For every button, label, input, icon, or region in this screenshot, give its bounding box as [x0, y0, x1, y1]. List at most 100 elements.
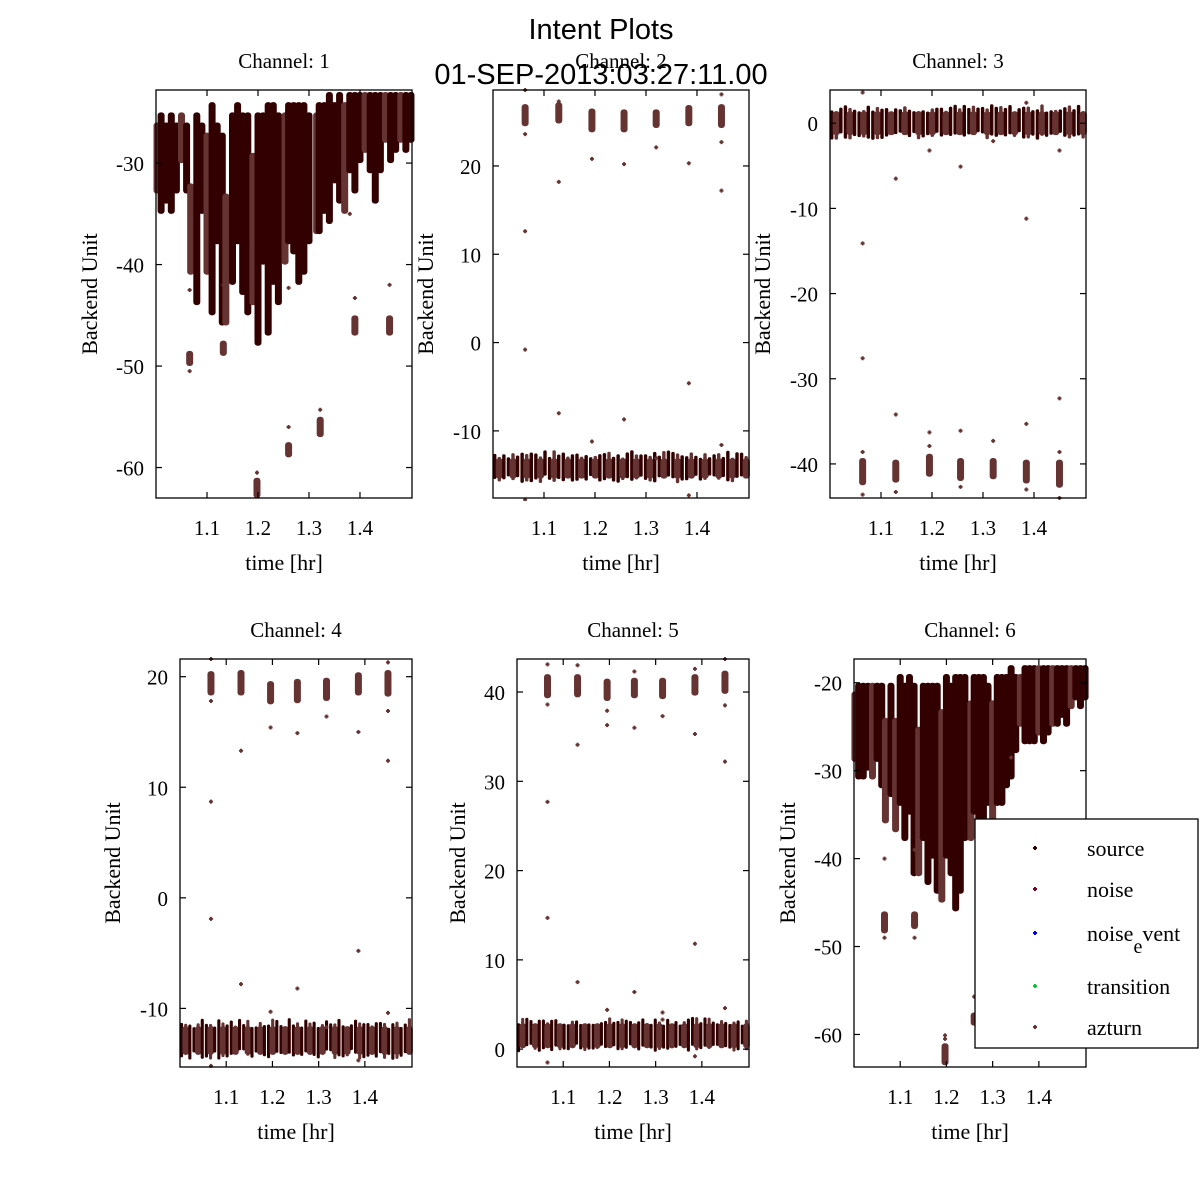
- band-segment-source: [649, 1023, 653, 1049]
- cluster-azturn: [253, 477, 261, 498]
- band-segment-source: [575, 1020, 579, 1045]
- y-axis-label: Backend Unit: [750, 233, 775, 355]
- band-segment-source: [637, 1021, 641, 1051]
- point-azturn: [943, 1036, 948, 1041]
- x-tick-label: 1.3: [296, 516, 322, 540]
- y-axis-label: Backend Unit: [445, 802, 470, 924]
- cluster-azturn: [219, 340, 227, 356]
- point-azturn: [654, 456, 659, 461]
- cluster-azturn: [186, 350, 194, 367]
- band-segment-source: [740, 1024, 744, 1045]
- band-segment-source: [641, 1018, 645, 1047]
- point-azturn: [927, 444, 932, 449]
- band-segment-source: [362, 1023, 366, 1059]
- point-azturn: [912, 847, 917, 852]
- panel-channel-2: 1.1 1.2 1.3 1.4 20 10 0 -10 Channel: 2 time [hr] B…: [413, 49, 750, 575]
- band-segment-source: [506, 457, 511, 477]
- band-segment-source: [399, 1026, 403, 1057]
- point-azturn: [208, 916, 213, 921]
- band-segment-source: [1049, 110, 1053, 135]
- x-tick-label: 1.2: [582, 516, 608, 540]
- cluster-azturn: [222, 193, 230, 326]
- band-core-azturn: [564, 458, 572, 479]
- x-tick-label: 1.1: [887, 1085, 913, 1109]
- band-segment-source: [666, 450, 671, 477]
- cluster-azturn: [941, 1043, 949, 1066]
- y-tick-label: -50: [116, 355, 144, 379]
- band-segment-source: [724, 1021, 728, 1048]
- point-azturn: [545, 915, 550, 920]
- band-segment-source: [287, 1018, 291, 1054]
- point-azturn: [605, 1007, 610, 1012]
- x-tick-label: 1.3: [643, 1085, 669, 1109]
- band-segment-source: [694, 455, 698, 476]
- cluster-azturn: [659, 677, 667, 700]
- band-segment-source: [994, 106, 998, 137]
- band-core-azturn: [915, 111, 923, 136]
- band-core-azturn: [715, 458, 723, 479]
- y-tick-label: 30: [484, 770, 505, 794]
- legend-box: [974, 818, 1199, 1049]
- band-segment-source: [912, 111, 916, 134]
- point-azturn: [860, 450, 865, 455]
- x-axis-label: time [hr]: [257, 1119, 335, 1144]
- point-azturn: [622, 417, 627, 422]
- band-core-azturn: [556, 1023, 564, 1049]
- band-core-azturn: [668, 1023, 676, 1049]
- band-segment-source: [279, 1024, 283, 1054]
- x-tick-label: 1.4: [1021, 516, 1048, 540]
- point-azturn: [356, 948, 361, 953]
- legend-entry-azturn: azturn: [1033, 1015, 1142, 1040]
- point-azturn: [719, 188, 724, 193]
- point-azturn: [295, 986, 300, 991]
- band-segment-source: [657, 455, 661, 478]
- y-tick-label: 10: [460, 243, 481, 267]
- band-core-azturn: [194, 1026, 202, 1055]
- y-tick-label: 20: [484, 860, 505, 884]
- band-segment-source: [329, 1023, 333, 1052]
- cluster-azturn: [316, 416, 324, 438]
- band-segment-source: [217, 1019, 221, 1060]
- point-azturn: [187, 369, 192, 374]
- band-segment-source: [639, 454, 643, 477]
- y-tick-label: 20: [460, 155, 481, 179]
- band-core-azturn: [356, 1026, 364, 1055]
- point-azturn: [722, 759, 727, 764]
- band-segment-source: [953, 104, 957, 135]
- band-segment-source: [852, 109, 857, 137]
- point-azturn: [523, 347, 528, 352]
- panel-channel-4: 1.1 1.2 1.3 1.4 20 10 0 -10 Channel: 4 time [hr] B…: [100, 618, 413, 1144]
- band-core-azturn: [1011, 111, 1019, 136]
- x-tick-label: 1.4: [684, 516, 711, 540]
- point-azturn: [589, 439, 594, 444]
- point-azturn: [575, 663, 580, 668]
- band-core-azturn: [1052, 111, 1060, 136]
- band-segment-source: [300, 1026, 304, 1056]
- cluster-source: [961, 673, 969, 842]
- band-segment-source: [1022, 106, 1026, 139]
- band-core-azturn: [381, 1026, 388, 1055]
- band-segment-source: [735, 452, 739, 478]
- band-segment-source: [698, 457, 703, 481]
- point-azturn: [991, 139, 996, 144]
- y-tick-label: -30: [790, 368, 818, 392]
- x-tick-label: 1.1: [868, 516, 894, 540]
- band-segment-source: [962, 104, 966, 137]
- point-azturn: [385, 660, 390, 665]
- point-azturn: [545, 799, 550, 804]
- band-core-azturn: [701, 458, 709, 479]
- cluster-azturn: [911, 911, 919, 929]
- band-core-azturn: [631, 1023, 638, 1049]
- point-azturn: [385, 1010, 390, 1015]
- x-tick-label: 1.2: [933, 1085, 959, 1109]
- cluster-azturn: [267, 681, 275, 705]
- band-segment-source: [204, 1023, 208, 1058]
- band-core-azturn: [519, 1023, 527, 1049]
- cluster-azturn: [989, 457, 997, 480]
- band-segment-source: [598, 454, 602, 482]
- legend-label: azturn: [1087, 1015, 1142, 1040]
- band-segment-source: [537, 1019, 541, 1052]
- y-tick-label: -20: [814, 672, 842, 696]
- panel-title: Channel: 5: [587, 618, 679, 642]
- point-azturn: [268, 1009, 273, 1014]
